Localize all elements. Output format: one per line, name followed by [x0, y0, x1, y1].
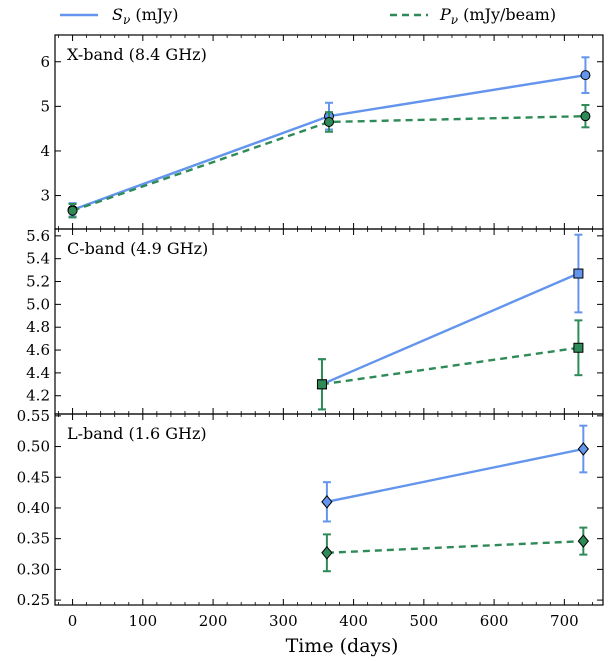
- series-line-P: [321, 346, 579, 386]
- y-tick-label: 0.50: [17, 438, 50, 456]
- y-tick-label: 4: [40, 142, 50, 160]
- data-point: [321, 495, 333, 509]
- y-tick-label: 6: [40, 53, 50, 71]
- panel-2: 0.25 0.30 0.35 0.40 0.45 0.50 0.55 L-band (1.6 …: [17, 407, 604, 630]
- y-tick-label: 5.2: [26, 273, 50, 291]
- y-tick-label: 4.6: [26, 341, 50, 359]
- y-tick-label: 5.4: [26, 250, 50, 268]
- data-point: [580, 111, 591, 122]
- x-tick-label: 200: [199, 612, 228, 630]
- y-tick-label: 0.30: [17, 560, 50, 578]
- plot-frame: [54, 413, 604, 606]
- legend-label: Sν (mJy): [112, 5, 178, 27]
- data-point: [321, 546, 333, 560]
- y-tick-label: 0.55: [17, 407, 50, 425]
- y-tick-label: 4.8: [26, 318, 50, 336]
- series-line-P: [72, 114, 586, 212]
- y-tick-label: 3: [40, 187, 50, 205]
- panel-label: L-band (1.6 GHz): [67, 424, 207, 443]
- x-tick-label: 400: [339, 612, 368, 630]
- x-tick-label: 500: [410, 612, 439, 630]
- panels: 3 4 5 6 X-band (8.4 GHz) 4.2 4.4 4.6 4.8 5.0 5.2 5.…: [17, 34, 604, 630]
- panel-label: C-band (4.9 GHz): [67, 239, 208, 258]
- data-point: [577, 442, 589, 456]
- legend-label: Pν (mJy/beam): [439, 5, 556, 27]
- series-line-P: [326, 539, 584, 554]
- y-tick-label: 4.2: [26, 387, 50, 405]
- series-line-S: [326, 447, 584, 503]
- data-point: [580, 70, 591, 81]
- panel-label: X-band (8.4 GHz): [67, 45, 207, 64]
- legend: Sν (mJy) Pν (mJy/beam): [60, 5, 556, 27]
- panel-0: 3 4 5 6 X-band (8.4 GHz): [40, 34, 604, 230]
- data-point: [577, 534, 589, 548]
- series-line-S: [72, 73, 586, 211]
- y-tick-label: 5.0: [26, 295, 50, 313]
- x-tick-label: 700: [550, 612, 579, 630]
- y-tick-label: 0.35: [17, 530, 50, 548]
- x-tick-label: 600: [480, 612, 509, 630]
- x-tick-label: 100: [129, 612, 158, 630]
- data-point: [324, 116, 334, 127]
- y-tick-label: 0.45: [17, 468, 50, 486]
- y-tick-label: 5: [40, 97, 50, 115]
- y-tick-label: 0.25: [17, 591, 50, 609]
- x-tick-label: 300: [269, 612, 298, 630]
- x-tick-label: 0: [68, 612, 78, 630]
- y-tick-label: 0.40: [17, 499, 50, 517]
- y-tick-label: 4.4: [26, 364, 50, 382]
- series-line-S: [321, 272, 579, 386]
- panel-1: 4.2 4.4 4.6 4.8 5.0 5.2 5.4 5.6 C-band (4.9 GHz): [26, 227, 604, 415]
- data-point: [67, 205, 78, 216]
- y-tick-label: 5.6: [26, 227, 50, 245]
- data-point: [573, 268, 584, 279]
- data-point: [573, 342, 584, 353]
- data-point: [316, 379, 327, 390]
- x-axis-title: Time (days): [286, 635, 399, 657]
